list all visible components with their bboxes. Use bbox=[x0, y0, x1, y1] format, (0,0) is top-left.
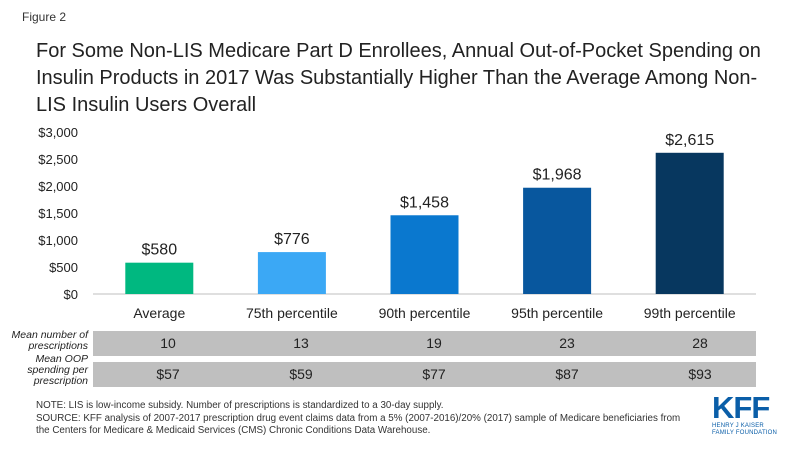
x-tick-label: 95th percentile bbox=[511, 305, 603, 321]
y-tick-label: $2,500 bbox=[38, 152, 78, 167]
chart-title: For Some Non-LIS Medicare Part D Enrolle… bbox=[36, 40, 761, 116]
bar bbox=[390, 215, 459, 294]
row-label-prescriptions: Mean number of prescriptions bbox=[11, 329, 88, 352]
data-label: $776 bbox=[274, 231, 310, 248]
data-label: $2,615 bbox=[665, 132, 714, 149]
kff-logo: KFF HENRY J KAISER FAMILY FOUNDATION bbox=[712, 390, 782, 437]
table-cell: $59 bbox=[289, 366, 313, 382]
x-tick-label: 90th percentile bbox=[379, 305, 471, 321]
source-text-line2: the Centers for Medicare & Medicaid Serv… bbox=[36, 425, 431, 436]
table-cell: 10 bbox=[160, 335, 176, 351]
table-cell: 19 bbox=[426, 335, 442, 351]
bar bbox=[257, 252, 326, 294]
bar bbox=[125, 262, 194, 294]
logo-subtitle-2: FAMILY FOUNDATION bbox=[712, 430, 778, 436]
logo-wordmark: KFF bbox=[712, 390, 770, 425]
table-cell: $93 bbox=[688, 366, 712, 382]
bar bbox=[655, 152, 724, 294]
y-tick-label: $2,000 bbox=[38, 179, 78, 194]
table-cell: $57 bbox=[156, 366, 180, 382]
bar bbox=[523, 187, 592, 294]
source-text-line1: SOURCE: KFF analysis of 2007-2017 prescr… bbox=[36, 413, 681, 424]
table-cell: 28 bbox=[692, 335, 708, 351]
table-cell: 13 bbox=[293, 335, 309, 351]
table-row-bar: 10 13 19 23 28 bbox=[93, 331, 756, 356]
table-cell: 23 bbox=[559, 335, 575, 351]
table-cell: $87 bbox=[555, 366, 579, 382]
logo-subtitle-1: HENRY J KAISER bbox=[712, 423, 764, 429]
table-cell: $77 bbox=[422, 366, 446, 382]
figure-label: Figure 2 bbox=[22, 10, 67, 24]
data-label: $1,968 bbox=[533, 167, 582, 184]
y-tick-label: $1,000 bbox=[38, 233, 78, 248]
bar-chart: $0 $500 $1,000 $1,500 $2,000 $2,500 $3,000 $580… bbox=[38, 125, 756, 321]
y-tick-label: $1,500 bbox=[38, 206, 78, 221]
y-tick-label: $3,000 bbox=[38, 125, 78, 140]
x-tick-label: 75th percentile bbox=[246, 305, 338, 321]
data-label: $580 bbox=[142, 242, 178, 259]
y-tick-label: $0 bbox=[64, 287, 78, 302]
data-label: $1,458 bbox=[400, 194, 449, 211]
y-tick-label: $500 bbox=[49, 260, 78, 275]
table-row-bar: $57 $59 $77 $87 $93 bbox=[93, 362, 756, 387]
x-tick-label: 99th percentile bbox=[644, 305, 736, 321]
note-text: NOTE: LIS is low-income subsidy. Number … bbox=[36, 400, 444, 411]
row-label-oop: Mean OOP spending per prescription bbox=[27, 353, 88, 387]
x-tick-label: Average bbox=[133, 305, 185, 321]
